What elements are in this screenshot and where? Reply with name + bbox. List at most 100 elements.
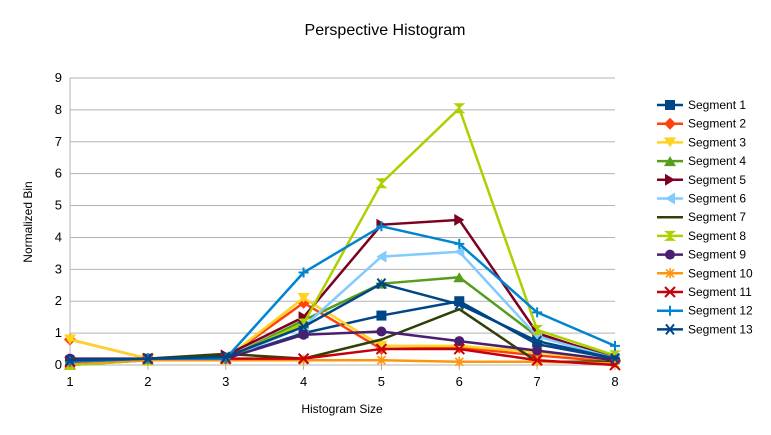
legend-marker	[665, 173, 675, 186]
y-tick-label: 1	[55, 325, 62, 340]
series-line	[69, 282, 616, 362]
legend-marker	[664, 230, 676, 241]
x-tick-label: 7	[534, 374, 541, 389]
data-point	[376, 355, 387, 366]
legend-label: Segment 2	[688, 117, 746, 131]
data-point	[453, 272, 466, 283]
data-point	[298, 329, 309, 340]
data-point	[532, 345, 543, 356]
x-tick-label: 8	[611, 374, 618, 389]
data-point	[610, 352, 620, 365]
data-point	[454, 304, 465, 315]
data-point	[298, 267, 309, 278]
legend-marker	[664, 286, 676, 298]
legend-label: Segment 12	[688, 304, 753, 318]
legend-item: Segment 1	[657, 98, 746, 112]
legend-label: Segment 8	[688, 229, 746, 243]
data-point	[454, 356, 465, 367]
data-point	[64, 334, 76, 345]
x-tick-label: 5	[378, 374, 385, 389]
data-point	[532, 356, 543, 367]
data-point	[376, 278, 387, 290]
data-point	[453, 343, 465, 355]
legend-label: Segment 5	[688, 173, 746, 187]
data-point	[454, 245, 465, 258]
data-point	[454, 298, 465, 311]
legend-label: Segment 7	[688, 210, 746, 224]
x-tick-label: 4	[300, 374, 307, 389]
y-tick-label: 2	[55, 293, 62, 308]
y-tick-label: 8	[55, 102, 62, 117]
data-point	[532, 307, 543, 318]
series-13	[65, 278, 620, 366]
legend-label: Segment 1	[688, 98, 746, 112]
data-point	[531, 324, 544, 335]
legend-label: Segment 10	[688, 266, 753, 280]
legend-item: Segment 10	[657, 266, 753, 280]
legend-marker	[665, 323, 675, 336]
data-point	[453, 103, 466, 114]
legend-label: Segment 9	[688, 248, 746, 262]
legend-item: Segment 6	[657, 192, 746, 206]
legend-item: Segment 12	[657, 304, 753, 318]
y-tick-label: 3	[55, 261, 62, 276]
y-tick-label: 0	[55, 357, 62, 372]
y-tick-label: 6	[55, 166, 62, 181]
data-point	[376, 326, 387, 337]
data-point	[376, 310, 387, 321]
series-8	[64, 103, 621, 370]
data-point	[297, 293, 310, 304]
data-point	[65, 354, 75, 366]
legend-marker	[665, 268, 675, 279]
legend-item: Segment 9	[657, 248, 746, 262]
x-tick-label: 2	[144, 374, 151, 389]
data-point	[375, 343, 388, 355]
y-tick-label: 5	[55, 198, 62, 213]
data-point	[610, 358, 620, 369]
data-point	[142, 352, 153, 365]
y-tick-label: 9	[55, 70, 62, 85]
data-point	[220, 351, 231, 363]
data-point	[298, 321, 309, 333]
legend-item: Segment 2	[657, 117, 746, 131]
data-point	[376, 250, 387, 263]
legend-marker	[665, 100, 675, 110]
x-axis-title: Histogram Size	[301, 402, 383, 416]
data-point	[532, 339, 543, 350]
legend-marker	[665, 192, 675, 205]
data-point	[375, 340, 388, 351]
data-point	[298, 355, 309, 366]
x-tick-label: 1	[66, 374, 73, 389]
chart-title: Perspective Histogram	[305, 22, 466, 39]
x-tick-label: 6	[456, 374, 463, 389]
data-point	[454, 238, 465, 249]
y-tick-label: 7	[55, 134, 62, 149]
legend-marker	[664, 117, 676, 130]
series-lines	[64, 103, 621, 371]
data-point	[532, 335, 543, 347]
data-point	[454, 336, 465, 347]
legend-label: Segment 13	[688, 322, 753, 336]
legend-item: Segment 11	[657, 285, 752, 299]
data-point	[376, 221, 387, 232]
data-point	[375, 178, 388, 189]
legend-marker	[665, 212, 675, 223]
data-point	[610, 340, 620, 351]
data-point	[297, 352, 310, 365]
legend-item: Segment 4	[657, 154, 746, 168]
legend-item: Segment 13	[657, 322, 753, 336]
legend-label: Segment 3	[688, 135, 746, 149]
data-point	[454, 213, 465, 226]
legend-marker	[664, 137, 676, 148]
legend-label: Segment 6	[688, 192, 746, 206]
series-line	[69, 358, 616, 365]
y-tick-label: 4	[55, 229, 62, 244]
legend-item: Segment 5	[657, 173, 746, 187]
y-axis-title: Normalized Bin	[21, 181, 35, 262]
data-point	[531, 354, 543, 366]
legend-label: Segment 4	[688, 154, 746, 168]
gridlines	[70, 77, 615, 366]
data-point	[376, 334, 387, 345]
